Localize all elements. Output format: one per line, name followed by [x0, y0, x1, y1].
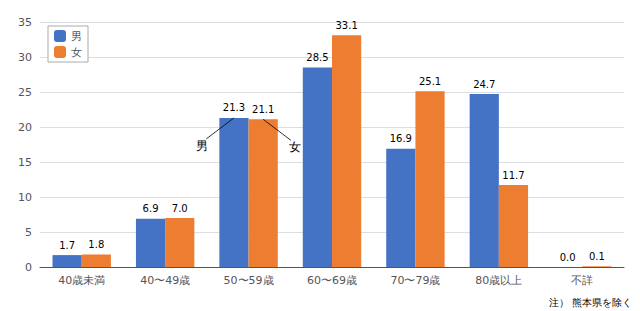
svg-text:25.1: 25.1: [419, 76, 441, 87]
svg-text:60〜69歳: 60〜69歳: [307, 274, 357, 287]
svg-text:0.0: 0.0: [560, 252, 576, 263]
svg-text:6.9: 6.9: [143, 203, 159, 214]
svg-text:30: 30: [18, 51, 32, 64]
svg-text:50〜59歳: 50〜59歳: [224, 274, 274, 287]
svg-text:5: 5: [25, 226, 32, 239]
svg-text:0.1: 0.1: [589, 251, 605, 262]
svg-text:16.9: 16.9: [390, 133, 412, 144]
svg-text:女: 女: [289, 140, 301, 154]
svg-text:11.7: 11.7: [502, 170, 524, 181]
svg-text:女: 女: [71, 46, 82, 59]
svg-text:40〜49歳: 40〜49歳: [140, 274, 190, 287]
svg-text:35: 35: [18, 16, 32, 29]
svg-text:10: 10: [18, 191, 32, 204]
svg-text:25: 25: [18, 86, 32, 99]
svg-text:1.8: 1.8: [88, 239, 104, 250]
svg-text:21.3: 21.3: [223, 102, 245, 113]
svg-text:33.1: 33.1: [335, 20, 357, 31]
svg-text:7.0: 7.0: [172, 203, 188, 214]
svg-text:20: 20: [18, 121, 32, 134]
svg-text:21.1: 21.1: [252, 104, 274, 115]
svg-text:0: 0: [25, 261, 32, 274]
svg-text:80歳以上: 80歳以上: [475, 274, 522, 287]
svg-text:不詳: 不詳: [571, 274, 593, 287]
svg-text:40歳未満: 40歳未満: [58, 274, 105, 287]
svg-text:24.7: 24.7: [473, 79, 495, 90]
svg-text:1.7: 1.7: [59, 240, 75, 251]
svg-text:男: 男: [196, 139, 208, 153]
svg-text:男: 男: [71, 30, 82, 43]
svg-text:注） 熊本県を除く: 注） 熊本県を除く: [549, 297, 632, 308]
svg-text:15: 15: [18, 156, 32, 169]
svg-text:70〜79歳: 70〜79歳: [390, 274, 440, 287]
svg-text:28.5: 28.5: [306, 52, 328, 63]
